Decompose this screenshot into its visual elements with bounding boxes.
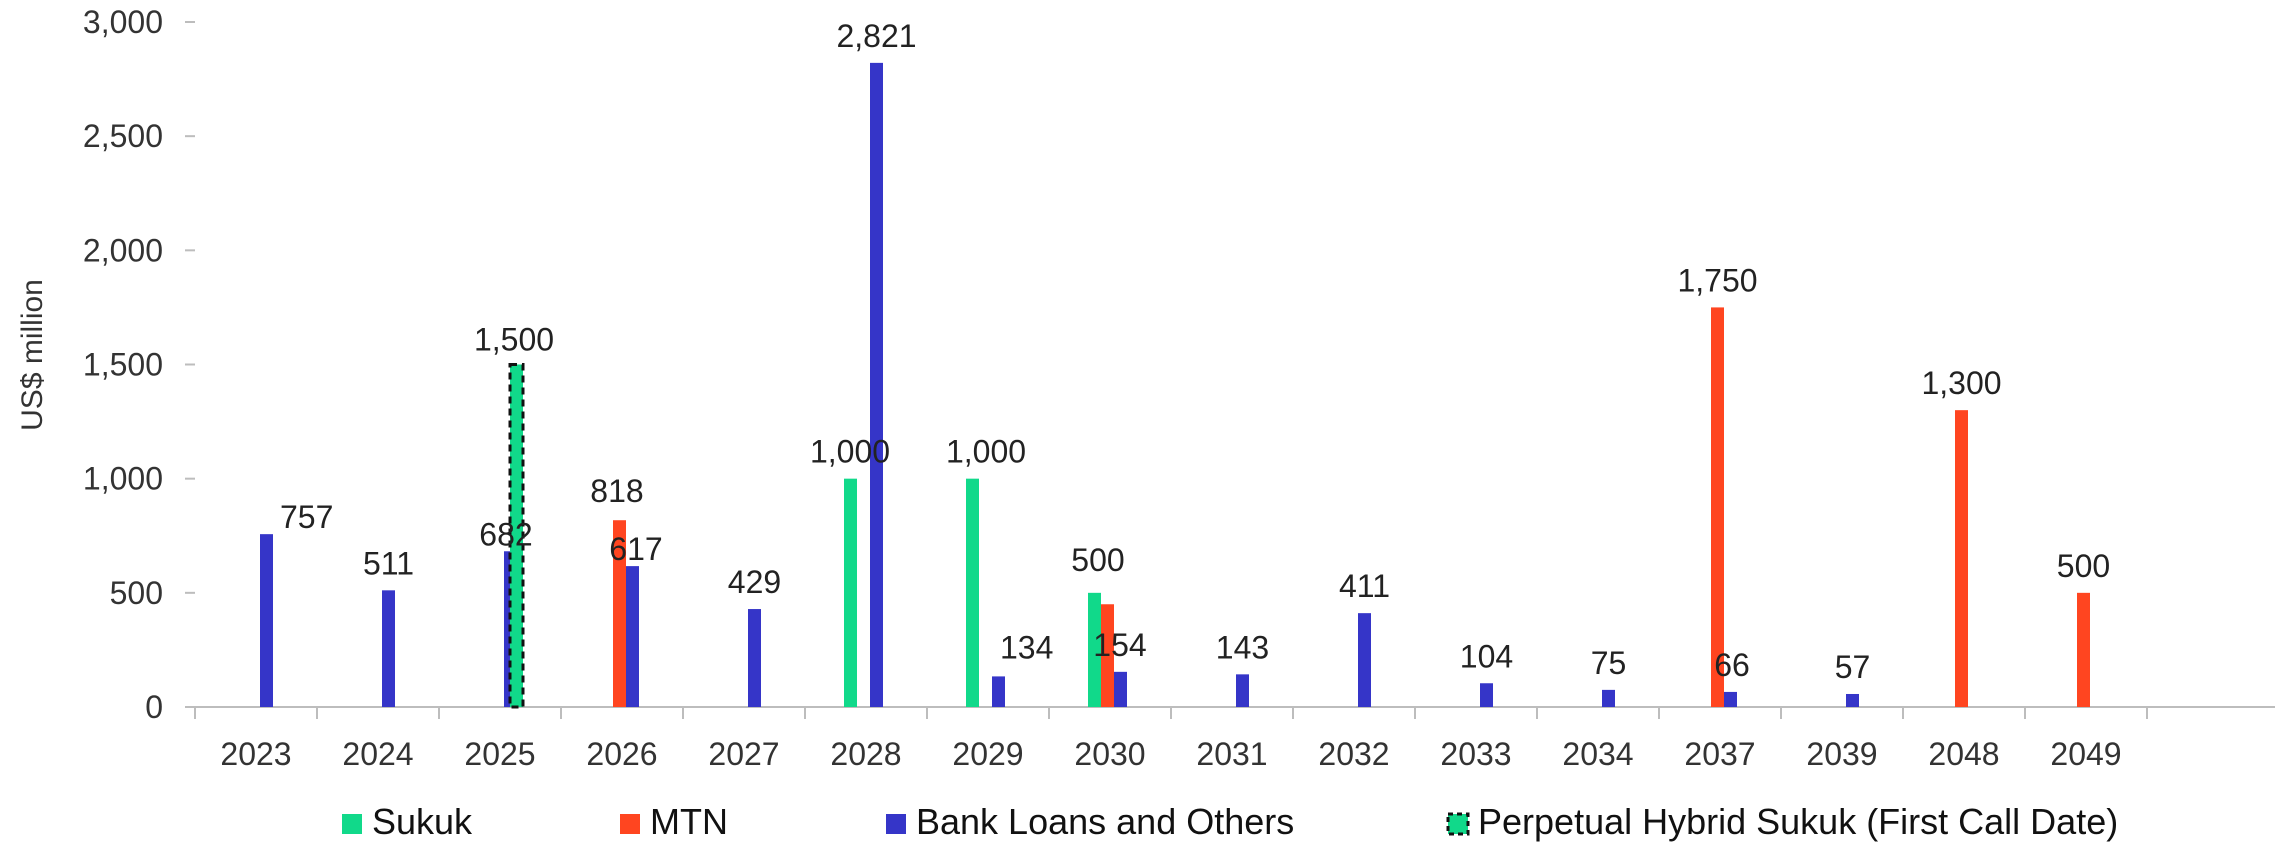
x-tick-label: 2027 xyxy=(708,736,779,772)
y-tick-label: 0 xyxy=(145,689,163,725)
x-tick-label: 2029 xyxy=(952,736,1023,772)
legend-item-perpetual-hybrid-sukuk-first-call-date: Perpetual Hybrid Sukuk (First Call Date) xyxy=(1446,801,2118,842)
data-label: 500 xyxy=(2057,548,2110,584)
bar-mtn xyxy=(613,520,626,707)
x-tick-label: 2039 xyxy=(1806,736,1877,772)
x-tick-label: 2032 xyxy=(1318,736,1389,772)
data-label: 411 xyxy=(1339,568,1390,604)
data-label: 66 xyxy=(1714,647,1750,683)
x-tick-label: 2025 xyxy=(464,736,535,772)
bar-bank-loans-and-others xyxy=(1358,613,1371,707)
bar-sukuk xyxy=(1088,592,1101,707)
x-tick-label: 2049 xyxy=(2050,736,2121,772)
bar-bank-loans-and-others xyxy=(260,534,273,707)
data-label: 1,500 xyxy=(474,322,554,358)
bar-mtn xyxy=(2077,592,2090,707)
x-tick-label: 2037 xyxy=(1684,736,1755,772)
data-label: 617 xyxy=(609,531,662,567)
legend: Sukuk MTN Bank Loans and Others Perpetual H… xyxy=(342,801,2118,842)
y-axis-label: US$ million xyxy=(16,279,49,431)
y-tick-label: 1,000 xyxy=(83,461,163,497)
data-label: 1,000 xyxy=(946,434,1026,470)
bar-mtn xyxy=(1955,410,1968,707)
bar-bank-loans-and-others xyxy=(992,676,1005,707)
x-tick-label: 2033 xyxy=(1440,736,1511,772)
legend-item-bank-loans-and-others: Bank Loans and Others xyxy=(886,801,1294,842)
bar-bank-loans-and-others xyxy=(1236,674,1249,707)
x-tick-label: 2048 xyxy=(1928,736,1999,772)
data-label: 134 xyxy=(1000,629,1053,665)
bar-bank-loans-and-others xyxy=(1724,691,1737,707)
legend-swatch xyxy=(1446,812,1470,836)
data-labels: 1,000 1,000 500 818 1,750 1,300 500 757 511 682 61… xyxy=(280,18,2110,685)
y-tick-label: 1,500 xyxy=(83,347,163,383)
x-axis: 2023 2024 2025 2026 2027 2028 2029 2030 2031 2032… xyxy=(194,706,2275,772)
bar-marks xyxy=(260,62,2090,709)
legend-label: Bank Loans and Others xyxy=(916,801,1294,842)
x-tick-label: 2023 xyxy=(220,736,291,772)
x-tick-label: 2028 xyxy=(830,736,901,772)
x-tick-label: 2026 xyxy=(586,736,657,772)
data-label: 154 xyxy=(1093,627,1146,663)
bar-perpetual-hybrid-sukuk xyxy=(508,363,525,709)
data-label: 429 xyxy=(728,564,781,600)
legend-item-mtn: MTN xyxy=(620,801,728,842)
data-label: 757 xyxy=(280,499,333,535)
bar-bank-loans-and-others xyxy=(870,62,883,708)
data-label: 500 xyxy=(1071,542,1124,578)
bar-bank-loans-and-others xyxy=(1480,683,1493,707)
bar-sukuk xyxy=(844,478,857,707)
y-axis: 0 500 1,000 1,500 2,000 2,500 3,000 xyxy=(83,4,195,725)
x-tick-label: 2034 xyxy=(1562,736,1633,772)
data-label: 2,821 xyxy=(836,18,916,54)
data-label: 1,750 xyxy=(1677,262,1757,298)
legend-label: Perpetual Hybrid Sukuk (First Call Date) xyxy=(1478,801,2118,842)
data-label: 57 xyxy=(1835,649,1871,685)
bar-bank-loans-and-others xyxy=(1602,689,1615,707)
x-tick-label: 2031 xyxy=(1196,736,1267,772)
data-label: 818 xyxy=(590,473,643,509)
bar-bank-loans-and-others xyxy=(748,609,761,707)
x-tick-label: 2030 xyxy=(1074,736,1145,772)
bar-bank-loans-and-others xyxy=(382,590,395,707)
bar-sukuk xyxy=(966,478,979,707)
data-label: 1,000 xyxy=(810,434,890,470)
x-tick-label: 2024 xyxy=(342,736,413,772)
bar-mtn xyxy=(1101,604,1114,707)
data-label: 75 xyxy=(1591,645,1627,681)
data-label: 682 xyxy=(479,516,532,552)
data-label: 143 xyxy=(1216,629,1269,665)
bar-bank-loans-and-others xyxy=(626,566,639,707)
legend-swatch xyxy=(620,814,640,834)
legend-label: MTN xyxy=(650,801,728,842)
legend-swatch xyxy=(886,814,906,834)
data-label: 104 xyxy=(1460,638,1513,674)
y-tick-label: 3,000 xyxy=(83,4,163,40)
y-tick-label: 500 xyxy=(110,575,163,611)
bar-bank-loans-and-others xyxy=(1114,671,1127,707)
y-tick-label: 2,500 xyxy=(83,118,163,154)
data-label: 511 xyxy=(363,545,414,581)
y-tick-label: 2,000 xyxy=(83,232,163,268)
data-label: 1,300 xyxy=(1921,365,2001,401)
legend-item-sukuk: Sukuk xyxy=(342,801,473,842)
bar-bank-loans-and-others xyxy=(1846,693,1859,707)
bar-mtn xyxy=(1711,307,1724,707)
legend-swatch xyxy=(342,814,362,834)
legend-label: Sukuk xyxy=(372,801,473,842)
